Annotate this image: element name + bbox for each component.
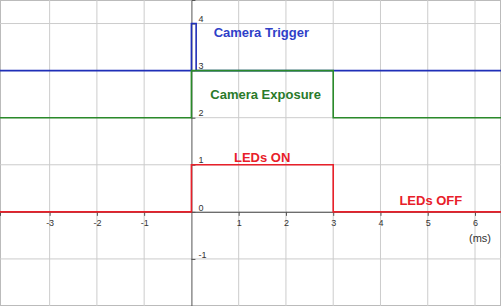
x-tick-label: 6 xyxy=(473,218,478,228)
grid-line-x xyxy=(144,0,145,306)
x-axis-line xyxy=(1,212,501,216)
x-tick-label: 4 xyxy=(378,218,383,228)
x-tick-label: 5 xyxy=(426,218,431,228)
series-line xyxy=(0,165,501,212)
grid-line-x xyxy=(96,0,97,306)
series-group xyxy=(0,24,501,212)
grid-line-x xyxy=(333,0,334,306)
grid xyxy=(0,0,501,306)
chart: -3-2-1123456-101234Camera TriggerCamera … xyxy=(0,0,501,306)
chart-container: -3-2-1123456-101234Camera TriggerCamera … xyxy=(0,0,501,306)
x-tick: 6 xyxy=(473,212,478,228)
y-axis-line xyxy=(192,1,196,306)
x-tick-mark xyxy=(286,212,287,216)
annotation: Camera Trigger xyxy=(214,25,309,40)
y-tick-label: -1 xyxy=(198,250,206,260)
x-tick-label: -1 xyxy=(141,218,149,228)
x-tick: 5 xyxy=(426,212,431,228)
x-tick-mark xyxy=(239,212,240,216)
plot-frame xyxy=(1,1,501,306)
y-tick-label: 0 xyxy=(198,203,203,213)
x-tick: 4 xyxy=(378,212,383,228)
y-tick: 0 xyxy=(191,203,203,213)
grid-line-x xyxy=(427,0,428,306)
y-tick-label: 4 xyxy=(198,14,203,24)
x-tick: -3 xyxy=(46,212,54,228)
grid-line-x xyxy=(49,0,50,306)
x-tick: 2 xyxy=(284,212,289,228)
annotation: LEDs ON xyxy=(234,150,290,165)
grid-line-y xyxy=(0,258,501,259)
x-axis: -3 -2 -1 1 2 3 4 5 6 xyxy=(1,212,501,228)
x-tick: -1 xyxy=(141,212,149,228)
x-tick-label: 3 xyxy=(331,218,336,228)
annotation: Camera Exposure xyxy=(210,87,321,102)
x-tick-label: -2 xyxy=(93,218,101,228)
x-tick-label: 2 xyxy=(284,218,289,228)
y-axis: -101234 xyxy=(191,1,206,306)
grid-line-x xyxy=(380,0,381,306)
y-tick-mark xyxy=(191,259,195,260)
annotation: LEDs OFF xyxy=(399,193,462,208)
y-tick-label: 2 xyxy=(198,108,203,118)
x-tick-label: -3 xyxy=(46,218,54,228)
x-tick: -2 xyxy=(93,212,101,228)
y-tick: 2 xyxy=(191,108,203,118)
x-tick-label: 1 xyxy=(237,218,242,228)
x-tick: 1 xyxy=(237,212,242,228)
x-tick: 3 xyxy=(331,212,336,228)
x-axis-title: (ms) xyxy=(469,232,491,244)
y-tick: -1 xyxy=(191,250,206,260)
series-line xyxy=(0,24,501,71)
grid-line-x xyxy=(475,0,476,306)
series-line xyxy=(0,71,501,118)
